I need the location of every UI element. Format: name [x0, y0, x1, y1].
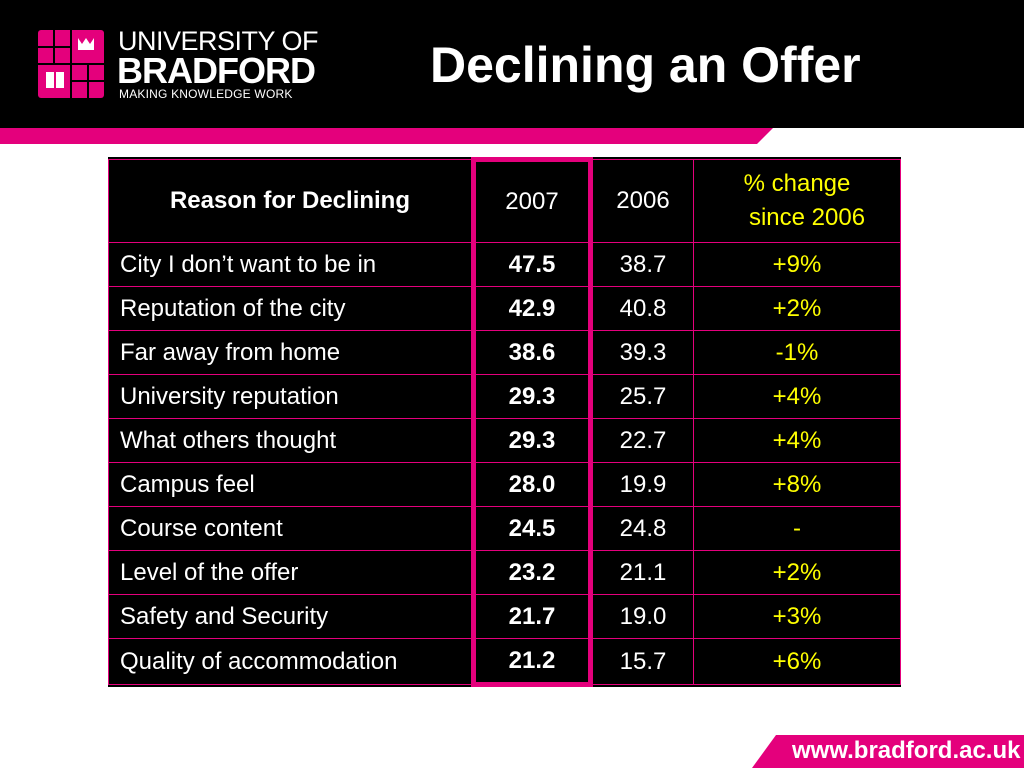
reason-cell: What others thought [108, 418, 474, 463]
percent-change-cell: +2% [693, 286, 901, 331]
value-2007-cell: 23.2 [471, 550, 593, 595]
reason-cell: Level of the offer [108, 550, 474, 595]
percent-change-cell: +8% [693, 462, 901, 507]
declining-reasons-table: Reason for Declining 2007 2006 % change … [108, 157, 901, 687]
percent-change-cell: +9% [693, 242, 901, 287]
reason-cell: Reputation of the city [108, 286, 474, 331]
header-reason: Reason for Declining [108, 159, 474, 243]
value-2006-cell: 19.0 [590, 594, 694, 639]
reason-cell: University reputation [108, 374, 474, 419]
table-row: Level of the offer 23.2 21.1 +2% [108, 550, 901, 595]
value-2006-cell: 21.1 [590, 550, 694, 595]
declining-reasons-table-container: Reason for Declining 2007 2006 % change … [108, 157, 901, 687]
value-2006-cell: 24.8 [590, 506, 694, 551]
reason-cell: Course content [108, 506, 474, 551]
footer-website-url: www.bradford.ac.uk [792, 737, 1021, 764]
percent-change-cell: +4% [693, 374, 901, 419]
table-row: Safety and Security 21.7 19.0 +3% [108, 594, 901, 639]
reason-cell: Campus feel [108, 462, 474, 507]
value-2007-cell: 24.5 [471, 506, 593, 551]
value-2006-cell: 15.7 [590, 638, 694, 685]
header-change-line2: since 2006 [748, 204, 866, 231]
header-2007: 2007 [471, 157, 593, 243]
table-row: City I don’t want to be in 47.5 38.7 +9% [108, 242, 901, 287]
value-2007-cell: 21.2 [471, 638, 593, 687]
header-2006: 2006 [590, 159, 694, 243]
value-2007-cell: 29.3 [471, 374, 593, 419]
header-percent-change: % change since 2006 [693, 159, 901, 243]
table-header-row: Reason for Declining 2007 2006 % change … [108, 157, 901, 243]
percent-change-cell: +6% [693, 638, 901, 685]
value-2006-cell: 39.3 [590, 330, 694, 375]
value-2007-cell: 21.7 [471, 594, 593, 639]
table-row: Quality of accommodation 21.2 15.7 +6% [108, 638, 901, 687]
footer-accent-band [752, 735, 1024, 768]
percent-change-cell: +2% [693, 550, 901, 595]
table-row: Far away from home 38.6 39.3 -1% [108, 330, 901, 375]
value-2006-cell: 22.7 [590, 418, 694, 463]
table-row: Reputation of the city 42.9 40.8 +2% [108, 286, 901, 331]
table-row: What others thought 29.3 22.7 +4% [108, 418, 901, 463]
university-crest-icon [38, 30, 104, 98]
value-2006-cell: 25.7 [590, 374, 694, 419]
value-2006-cell: 19.9 [590, 462, 694, 507]
logo-tagline: MAKING KNOWLEDGE WORK [119, 87, 293, 101]
value-2006-cell: 38.7 [590, 242, 694, 287]
value-2007-cell: 47.5 [471, 242, 593, 287]
university-logo: UNIVERSITY OF BRADFORD MAKING KNOWLEDGE … [36, 26, 326, 106]
value-2007-cell: 42.9 [471, 286, 593, 331]
reason-cell: Far away from home [108, 330, 474, 375]
percent-change-cell: -1% [693, 330, 901, 375]
table-body: City I don’t want to be in 47.5 38.7 +9% Rep… [108, 242, 901, 687]
header-change-line1: % change [743, 170, 851, 197]
slide-title: Declining an Offer [430, 37, 861, 93]
percent-change-cell: - [693, 506, 901, 551]
logo-text-bradford: BRADFORD [117, 50, 316, 91]
value-2006-cell: 40.8 [590, 286, 694, 331]
logo-text-university-of: UNIVERSITY OF [118, 26, 319, 56]
value-2007-cell: 38.6 [471, 330, 593, 375]
percent-change-cell: +4% [693, 418, 901, 463]
header-accent-band [0, 128, 773, 144]
value-2007-cell: 29.3 [471, 418, 593, 463]
table-row: Course content 24.5 24.8- [108, 506, 901, 551]
table-row: Campus feel 28.0 19.9 +8% [108, 462, 901, 507]
percent-change-cell: +3% [693, 594, 901, 639]
table-row: University reputation 29.3 25.7 +4% [108, 374, 901, 419]
slide-header: UNIVERSITY OF BRADFORD MAKING KNOWLEDGE … [0, 0, 1024, 128]
reason-cell: Safety and Security [108, 594, 474, 639]
reason-cell: Quality of accommodation [108, 638, 474, 685]
reason-cell: City I don’t want to be in [108, 242, 474, 287]
value-2007-cell: 28.0 [471, 462, 593, 507]
